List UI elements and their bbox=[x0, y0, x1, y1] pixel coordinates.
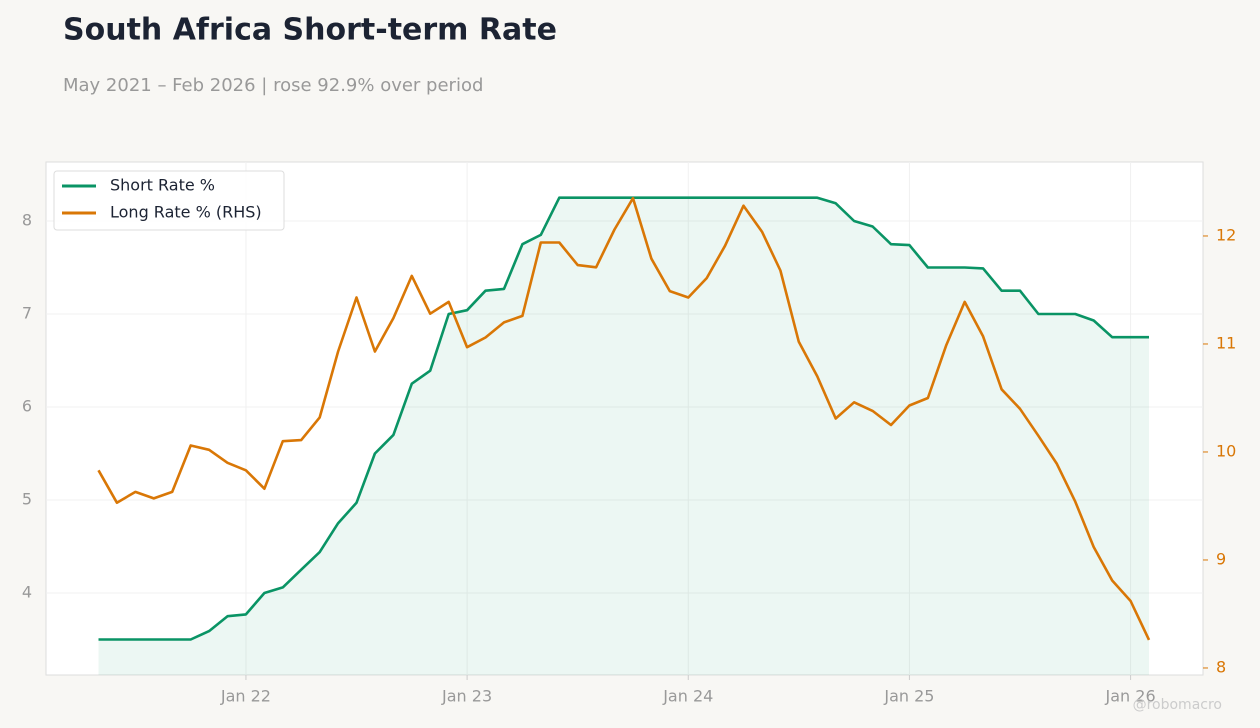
x-tick-label: Jan 23 bbox=[441, 687, 492, 706]
y-tick-label: 4 bbox=[22, 582, 32, 601]
y2-tick-label: 10 bbox=[1216, 441, 1236, 460]
legend-label: Long Rate % (RHS) bbox=[110, 203, 262, 222]
line bbox=[97, 196, 1151, 641]
plot-area bbox=[45, 161, 1204, 676]
x-tick-label: Jan 25 bbox=[883, 687, 934, 706]
y-tick-label: 7 bbox=[22, 303, 32, 322]
y2-tick-label: 9 bbox=[1216, 549, 1226, 568]
chart-subtitle: May 2021 – Feb 2026 | rose 92.9% over pe… bbox=[63, 75, 483, 96]
y-tick-label: 6 bbox=[22, 396, 32, 415]
area bbox=[98, 197, 1150, 675]
y2-tick-label: 8 bbox=[1216, 657, 1226, 676]
line bbox=[98, 196, 1149, 641]
y-tick-label: 5 bbox=[22, 489, 32, 508]
y2-tick-label: 12 bbox=[1216, 225, 1236, 244]
x-tick-label: Jan 22 bbox=[220, 687, 271, 706]
x-tick-label: Jan 24 bbox=[662, 687, 713, 706]
chart-title: South Africa Short-term Rate bbox=[63, 13, 557, 48]
y-tick-label: 8 bbox=[22, 210, 32, 229]
legend-box bbox=[53, 170, 285, 231]
x-tick-label: Jan 26 bbox=[1105, 687, 1156, 706]
legend-label: Short Rate % bbox=[110, 176, 215, 195]
watermark: @robomacro bbox=[1133, 697, 1222, 713]
y2-tick-label: 11 bbox=[1216, 333, 1236, 352]
